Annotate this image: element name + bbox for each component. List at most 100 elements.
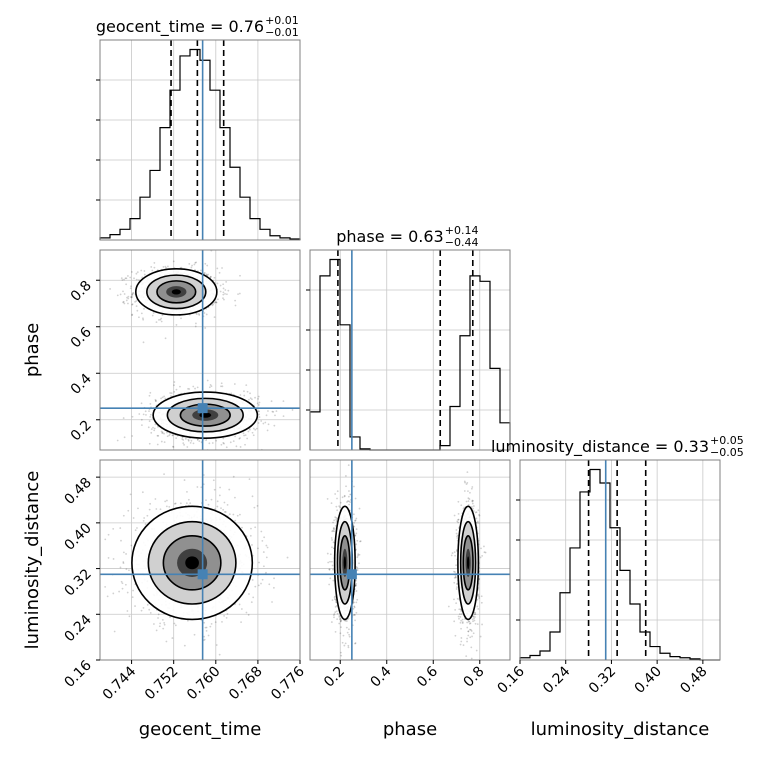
- sample-point: [251, 579, 254, 581]
- sample-point: [134, 300, 136, 303]
- sample-point: [123, 278, 125, 281]
- sample-point: [187, 387, 189, 390]
- sample-point: [155, 629, 158, 632]
- sample-point: [203, 312, 206, 314]
- sample-point: [355, 532, 358, 535]
- sample-point: [220, 507, 222, 510]
- sample-point: [257, 422, 260, 424]
- histogram-geocent_time: [99, 48, 301, 240]
- sample-point: [257, 584, 260, 587]
- sample-point: [465, 483, 468, 486]
- sample-point: [187, 438, 190, 441]
- sample-point: [169, 392, 172, 394]
- sample-point: [160, 317, 163, 320]
- contour-level: [199, 412, 212, 418]
- sample-point: [148, 442, 151, 445]
- sample-point: [457, 518, 460, 521]
- sample-point: [134, 529, 137, 532]
- sample-point: [142, 607, 145, 609]
- sample-point: [172, 260, 175, 263]
- sample-point: [141, 276, 144, 279]
- sample-point: [161, 431, 164, 434]
- sample-point: [192, 442, 195, 445]
- sample-point: [175, 324, 178, 326]
- sample-point: [455, 532, 458, 535]
- sample-point: [247, 614, 250, 616]
- sample-point: [221, 620, 223, 623]
- sample-point: [182, 439, 185, 441]
- sample-point: [205, 439, 207, 442]
- sample-point: [132, 292, 135, 294]
- sample-point: [137, 507, 139, 510]
- sample-point: [216, 267, 219, 270]
- sample-point: [467, 504, 470, 506]
- sample-point: [148, 410, 150, 412]
- sample-point: [165, 267, 168, 269]
- sample-point: [330, 621, 333, 623]
- sample-point: [242, 432, 245, 435]
- sample-point: [154, 398, 157, 401]
- sample-point: [457, 518, 460, 521]
- sample-point: [120, 539, 122, 542]
- sample-point: [460, 613, 463, 615]
- sample-point: [207, 273, 210, 276]
- sample-point: [466, 640, 468, 643]
- sample-point: [156, 443, 159, 446]
- sample-point: [154, 423, 157, 426]
- sample-point: [213, 276, 216, 279]
- sample-point: [245, 611, 248, 614]
- sample-point: [460, 610, 463, 613]
- sample-point: [140, 418, 143, 421]
- sample-point: [335, 605, 338, 607]
- sample-point: [127, 297, 130, 300]
- sample-point: [469, 636, 472, 639]
- sample-point: [194, 387, 196, 390]
- sample-point: [216, 505, 219, 508]
- histogram-luminosity_distance: [519, 468, 720, 661]
- sample-point: [153, 623, 155, 625]
- sample-point: [330, 502, 333, 504]
- sample-point: [163, 441, 166, 444]
- sample-point: [118, 590, 121, 593]
- sample-point: [131, 294, 134, 296]
- sample-point: [164, 397, 167, 400]
- sample-point: [153, 427, 156, 430]
- sample-point: [354, 614, 356, 616]
- sample-point: [216, 500, 219, 503]
- sample-point: [354, 519, 357, 522]
- sample-point: [230, 392, 233, 395]
- sample-point: [180, 266, 183, 269]
- sample-point: [183, 479, 186, 481]
- sample-point: [225, 446, 228, 449]
- sample-point: [336, 612, 339, 615]
- sample-point: [352, 601, 355, 604]
- sample-point: [251, 431, 254, 434]
- sample-point: [168, 434, 171, 437]
- sample-point: [463, 506, 466, 509]
- sample-point: [345, 485, 347, 488]
- sample-point: [127, 509, 130, 512]
- sample-point: [461, 621, 464, 623]
- sample-point: [127, 275, 129, 277]
- sample-point: [477, 608, 480, 610]
- sample-point: [474, 613, 477, 616]
- sample-point: [132, 589, 134, 592]
- sample-point: [157, 617, 159, 619]
- sample-point: [122, 290, 124, 293]
- sample-point: [163, 623, 166, 626]
- sample-point: [250, 527, 252, 530]
- sample-point: [148, 608, 151, 611]
- sample-point: [236, 514, 239, 517]
- sample-point: [234, 304, 237, 307]
- sample-point: [459, 643, 462, 646]
- sample-point: [471, 502, 474, 505]
- sample-point: [213, 488, 216, 491]
- sample-point: [158, 625, 161, 628]
- sample-point: [194, 261, 197, 264]
- sample-point: [125, 299, 128, 302]
- sample-point: [248, 398, 250, 401]
- sample-point: [467, 634, 470, 637]
- sample-point: [332, 529, 335, 532]
- sample-point: [122, 417, 125, 419]
- sample-point: [454, 576, 457, 579]
